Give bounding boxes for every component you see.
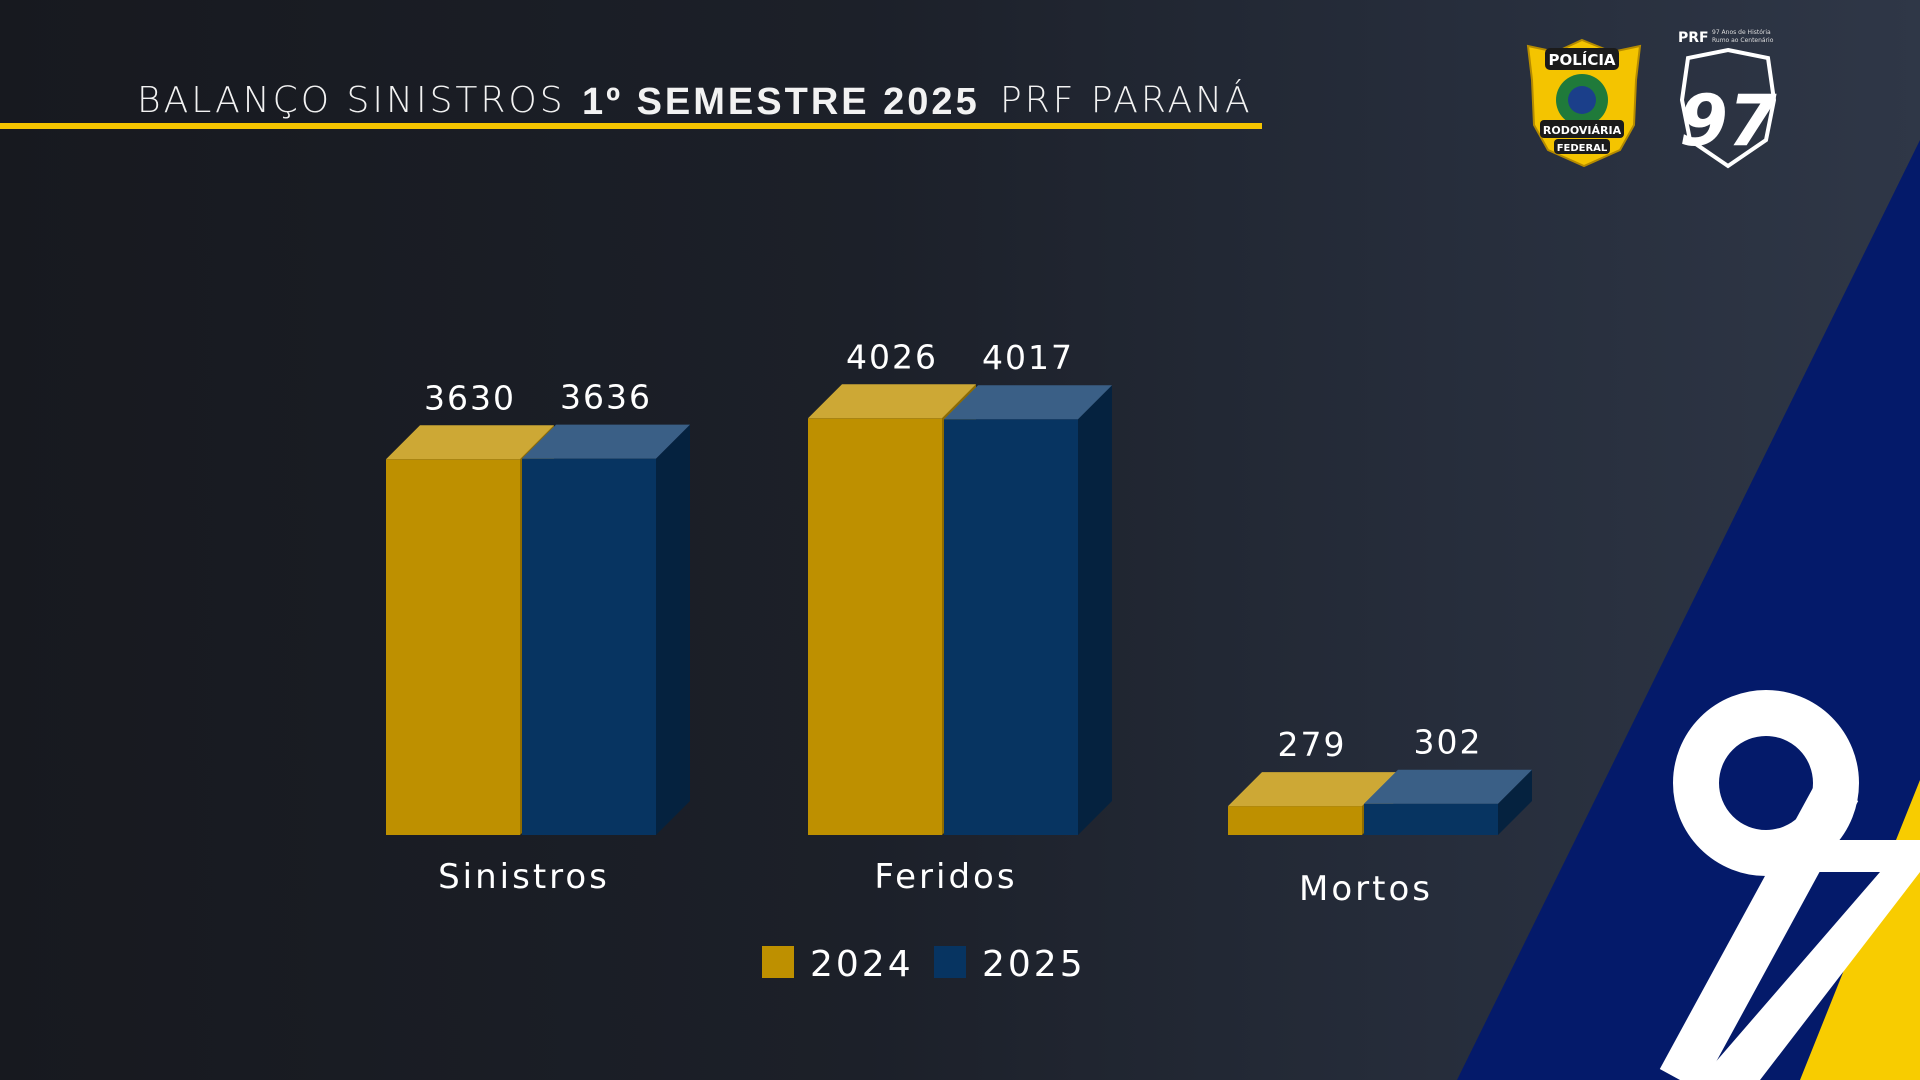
- data-label: 3636: [560, 378, 652, 417]
- data-label: 3630: [424, 378, 516, 417]
- page-title-period: 1º SEMESTRE 2025: [582, 81, 980, 123]
- bar-top-face: [522, 424, 690, 459]
- svg-text:POLÍCIA: POLÍCIA: [1548, 50, 1615, 69]
- svg-text:97 Anos de História: 97 Anos de História: [1712, 29, 1771, 36]
- bar-front-face: [1364, 803, 1498, 835]
- legend-swatch-2025: [934, 946, 966, 978]
- bar-2025-sinistros: [522, 424, 690, 835]
- svg-text:RODOVIÁRIA: RODOVIÁRIA: [1543, 124, 1622, 137]
- anniversary-97-seven: [1700, 840, 1920, 1080]
- bar-front-face: [386, 459, 520, 835]
- bar-2024-mortos: [1228, 772, 1396, 835]
- svg-text:PRF: PRF: [1678, 30, 1709, 46]
- bar-top-face: [808, 384, 976, 419]
- category-group: 4026 4017 Feridos: [808, 337, 1112, 897]
- category-label: Mortos: [1299, 869, 1433, 909]
- bar-top-face: [1364, 769, 1532, 804]
- bar-front-face: [1228, 806, 1362, 835]
- bar-side-face: [656, 424, 690, 835]
- bar-top-face: [386, 425, 554, 460]
- title-underline: [0, 123, 1262, 129]
- category-group: 3630 3636 Sinistros: [386, 378, 690, 897]
- chart-legend: 2024 2025: [762, 944, 1086, 985]
- bar-side-face: [1078, 385, 1112, 835]
- data-label: 4026: [846, 337, 938, 376]
- bar-side-face: [1498, 769, 1532, 835]
- anniversary-97-large-graphic: [1659, 690, 1859, 1080]
- bar-front-face: [808, 418, 942, 835]
- data-label: 4017: [982, 338, 1074, 377]
- page-title-region: PRF PARANÁ: [1000, 80, 1253, 121]
- bar-2025-feridos: [944, 385, 1112, 835]
- category-group: 279 302 Mortos: [1228, 723, 1532, 909]
- page-title-prefix: BALANÇO SINISTROS: [137, 80, 566, 121]
- bar-2025-mortos: [1364, 769, 1532, 835]
- category-label: Sinistros: [438, 857, 610, 897]
- svg-text:FEDERAL: FEDERAL: [1557, 143, 1608, 154]
- svg-text:97: 97: [1679, 80, 1777, 162]
- svg-text:Rumo ao Centenário: Rumo ao Centenário: [1712, 37, 1774, 44]
- data-label: 279: [1278, 725, 1347, 764]
- bar-front-face: [522, 458, 656, 835]
- data-label: 302: [1414, 723, 1483, 762]
- bar-front-face: [944, 419, 1078, 835]
- legend-label-2024: 2024: [810, 944, 914, 985]
- bar-top-face: [1228, 772, 1396, 807]
- prf-97-anniversary-logo: PRF 97 Anos de História Rumo ao Centenár…: [1678, 29, 1777, 169]
- category-label: Feridos: [874, 857, 1017, 897]
- legend-swatch-2024: [762, 946, 794, 978]
- legend-label-2025: 2025: [982, 944, 1086, 985]
- prf-badge-logo: POLÍCIA RODOVIÁRIA FEDERAL: [1526, 38, 1642, 168]
- bar-top-face: [944, 385, 1112, 420]
